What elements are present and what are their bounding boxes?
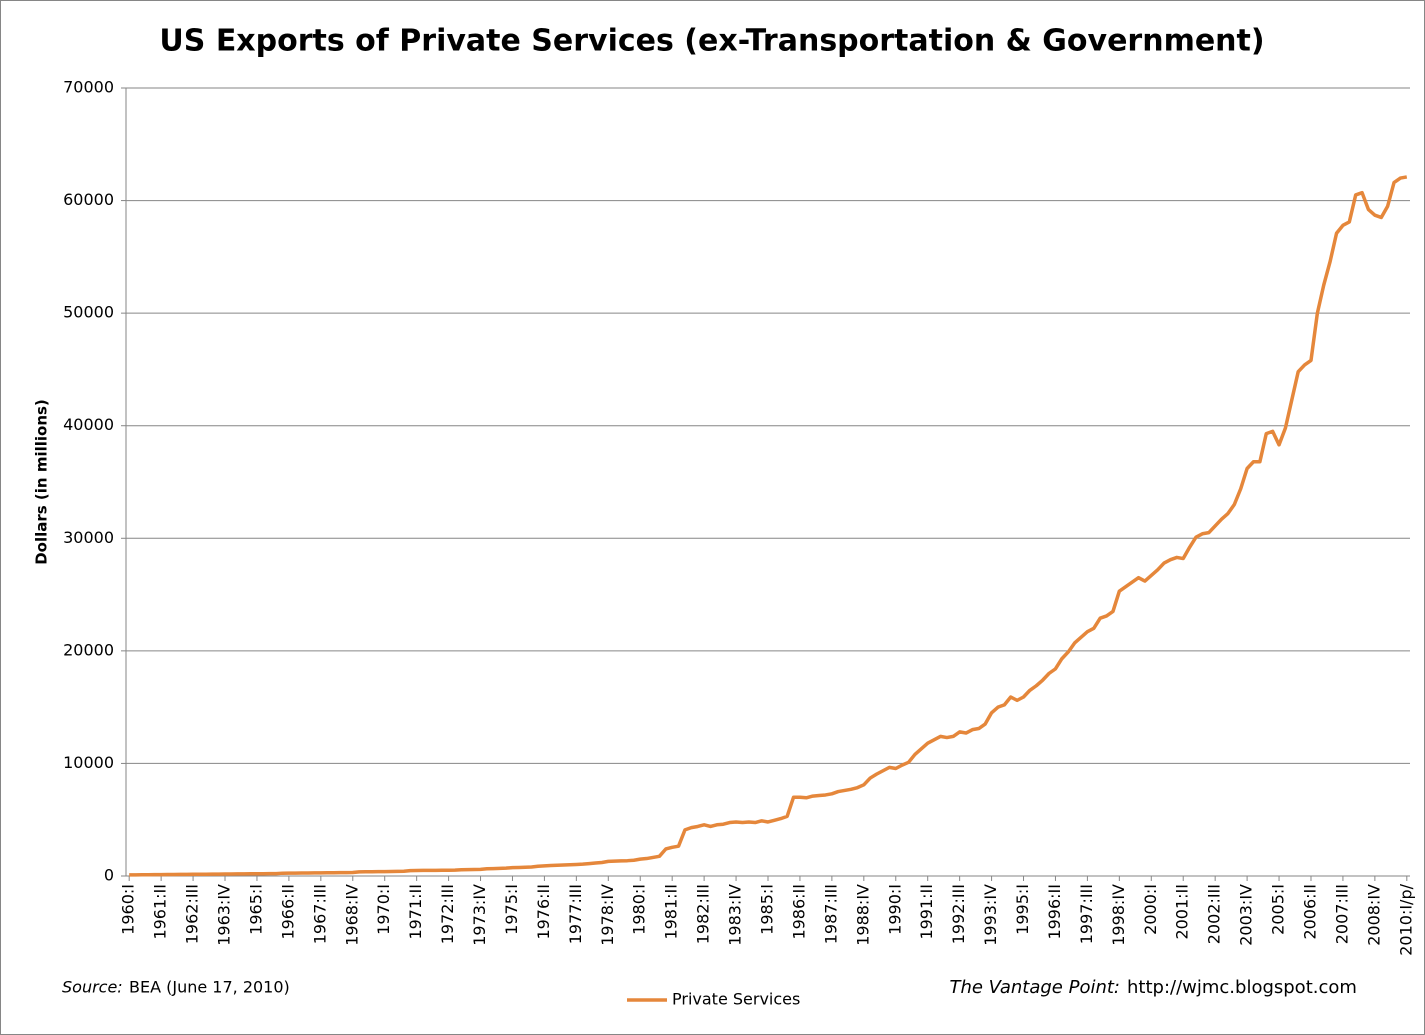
x-tick-label: 1987:III [821, 884, 840, 944]
x-tick-label: 1961:II [151, 884, 170, 940]
x-tick-label: 2005:I [1269, 884, 1288, 935]
credit: http://wjmc.blogspot.com [1127, 977, 1357, 998]
y-tick-label: 50000 [63, 303, 114, 322]
source: BEA (June 17, 2010) [129, 978, 290, 997]
x-tick-label: 1990:I [885, 884, 904, 935]
x-tick-label: 1991:II [917, 884, 936, 940]
data-line [129, 175, 1408, 877]
x-tick-label: 1992:III [949, 884, 968, 944]
y-axis-label: Dollars (in millions) [33, 399, 51, 565]
x-tick-label: 1962:III [183, 884, 202, 944]
x-tick-label: 2007:III [1332, 884, 1351, 944]
x-tick-label: 1997:III [1077, 884, 1096, 944]
x-tick-label: 1973:IV [470, 884, 489, 946]
x-tick-label: 1981:II [662, 884, 681, 940]
x-tick-label: 1976:II [534, 884, 553, 940]
x-tick-label: 1966:II [278, 884, 297, 940]
x-tick-label: 1971:II [406, 884, 425, 940]
legend-label: Private Services [672, 990, 800, 1009]
x-tick-label: 2001:II [1173, 884, 1192, 940]
x-tick-label: 1988:IV [853, 884, 872, 946]
x-tick-label: 1975:I [502, 884, 521, 935]
x-tick-label: 1983:IV [726, 884, 745, 946]
x-tick-label: 2002:III [1205, 884, 1224, 944]
y-tick-label: 0 [104, 866, 114, 885]
x-tick-label: 1982:III [694, 884, 713, 944]
x-tick-label: 1980:I [630, 884, 649, 935]
y-tick-label: 40000 [63, 415, 114, 434]
x-tick-label: 1972:III [438, 884, 457, 944]
y-tick-label: 10000 [63, 753, 114, 772]
x-tick-label: 1968:IV [342, 884, 361, 946]
credit-label: The Vantage Point: [949, 977, 1120, 998]
x-tick-label: 2000:I [1141, 884, 1160, 935]
x-tick-label: 1965:I [246, 884, 265, 935]
x-tick-label: 1993:IV [981, 884, 1000, 946]
x-tick-label: 1978:IV [598, 884, 617, 946]
chart-title: US Exports of Private Services (ex-Trans… [159, 24, 1264, 59]
x-tick-label: 1995:I [1013, 884, 1032, 935]
x-tick-label: 1963:IV [215, 884, 234, 946]
y-tick-label: 60000 [63, 190, 114, 209]
y-tick-label: 70000 [63, 78, 114, 97]
x-tick-label: 2010:I/p/ [1396, 883, 1415, 955]
x-tick-label: 1970:I [374, 884, 393, 935]
y-tick-label: 20000 [63, 640, 114, 659]
x-tick-label: 2003:IV [1237, 884, 1256, 946]
x-tick-label: 1986:II [789, 884, 808, 940]
x-tick-label: 2006:II [1300, 884, 1319, 940]
x-tick-label: 1996:II [1045, 884, 1064, 940]
x-tick-label: 1960:I [119, 884, 138, 935]
x-tick-label: 1977:III [566, 884, 585, 944]
x-tick-label: 1967:III [310, 884, 329, 944]
x-tick-label: 1998:IV [1109, 884, 1128, 946]
source-label: Source: [62, 978, 123, 997]
x-tick-label: 1985:I [758, 884, 777, 935]
y-tick-label: 30000 [63, 528, 114, 547]
x-tick-label: 2008:IV [1364, 884, 1383, 946]
